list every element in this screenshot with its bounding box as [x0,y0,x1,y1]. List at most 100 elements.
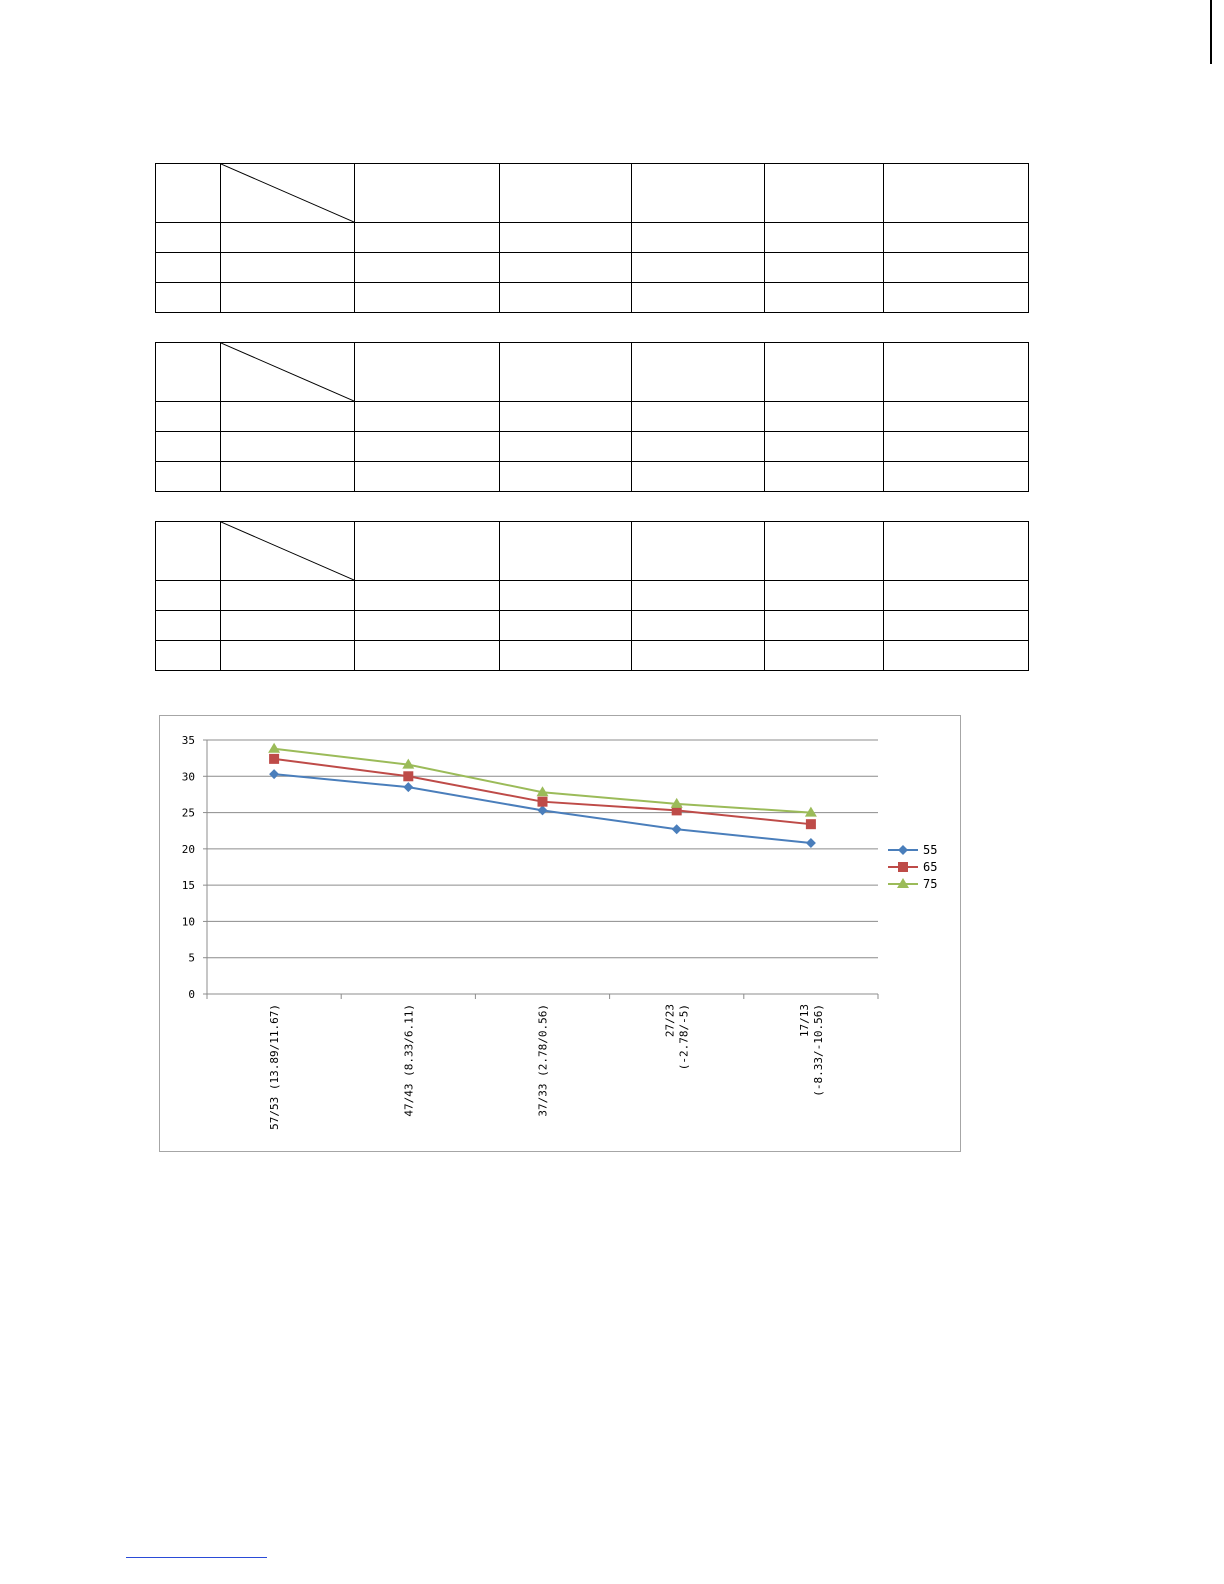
table-cell [883,431,1029,462]
table-cell [883,252,1029,283]
table-row [155,610,1029,641]
table-cell [220,640,355,671]
table-row [155,252,1029,283]
table-cell [764,521,884,581]
table-cell [354,610,500,641]
table-cell [499,401,632,432]
data-table-2 [155,342,1029,492]
table-cell [155,222,221,253]
table-cell [764,610,884,641]
table-cell [631,163,765,223]
footer-rule [126,1557,267,1558]
legend-marker-55 [898,845,908,855]
y-tick-label: 10 [182,915,195,928]
table-cell [220,222,355,253]
data-point-65 [671,805,682,816]
table-cell [499,222,632,253]
table-cell [220,401,355,432]
table-row [155,401,1029,432]
table-cell [354,521,500,581]
table-cell [631,252,765,283]
table-cell [220,252,355,283]
y-tick-label: 20 [182,843,195,856]
table-row [155,222,1029,253]
table-cell [155,401,221,432]
data-point-75 [402,758,415,769]
table-header-row [155,342,1029,402]
table-cell [631,401,765,432]
y-tick-label: 0 [188,988,195,1001]
table-cell [883,163,1029,223]
table-cell [883,640,1029,671]
data-table-1 [155,163,1029,313]
table-cell [883,461,1029,492]
x-tick-label: 27/23 [664,1004,677,1037]
table-cell [155,521,221,581]
y-tick-label: 30 [182,770,195,783]
table-cell [220,580,355,611]
y-tick-label: 5 [188,952,195,965]
x-tick-label: 37/33 (2.78/0.56) [537,1004,550,1117]
table-cell [499,163,632,223]
table-row [155,282,1029,313]
table-cell [883,580,1029,611]
table-cell [631,461,765,492]
table-cell [155,640,221,671]
table-cell [764,640,884,671]
table-cell [883,521,1029,581]
legend-marker-75 [897,878,909,888]
table-cell [631,282,765,313]
x-tick-label: 57/53 (13.89/11.67) [268,1004,281,1130]
data-point-55 [805,838,816,849]
table-cell [499,610,632,641]
table-cell [354,640,500,671]
table-cell [499,282,632,313]
data-point-55 [537,805,548,816]
data-point-65 [403,771,414,782]
table-header-row [155,163,1029,223]
data-point-75 [804,806,817,817]
table-cell [883,401,1029,432]
table-cell [883,282,1029,313]
table-cell [354,252,500,283]
table-cell [764,342,884,402]
table-cell [354,431,500,462]
table-cell [499,342,632,402]
table-cell [499,461,632,492]
table-cell [155,431,221,462]
table-cell [499,252,632,283]
data-point-65 [805,819,816,830]
data-point-65 [269,753,280,764]
table-cell [499,640,632,671]
table-cell [631,640,765,671]
table-cell [883,222,1029,253]
table-cell [155,163,221,223]
table-row [155,580,1029,611]
table-cell [499,580,632,611]
table-cell [764,401,884,432]
table-cell [155,252,221,283]
data-point-75 [536,786,549,797]
table-cell [220,610,355,641]
data-point-55 [269,769,280,780]
table-cell [354,163,500,223]
table-cell [354,222,500,253]
y-tick-label: 25 [182,807,195,820]
y-tick-label: 15 [182,879,195,892]
legend-label-55: 55 [923,843,937,857]
table-cell [220,461,355,492]
table-cell [764,461,884,492]
table-cell [354,342,500,402]
legend-label-65: 65 [923,860,937,874]
table-header-row [155,521,1029,581]
diagonal-header-cell [220,163,355,223]
table-cell [764,252,884,283]
table-cell [155,282,221,313]
table-cell [499,521,632,581]
x-tick-label: 47/43 (8.33/6.11) [402,1004,415,1117]
y-tick-label: 35 [182,734,195,747]
table-cell [354,461,500,492]
table-row [155,640,1029,671]
page-edge-rule [1210,0,1212,64]
table-cell [764,222,884,253]
